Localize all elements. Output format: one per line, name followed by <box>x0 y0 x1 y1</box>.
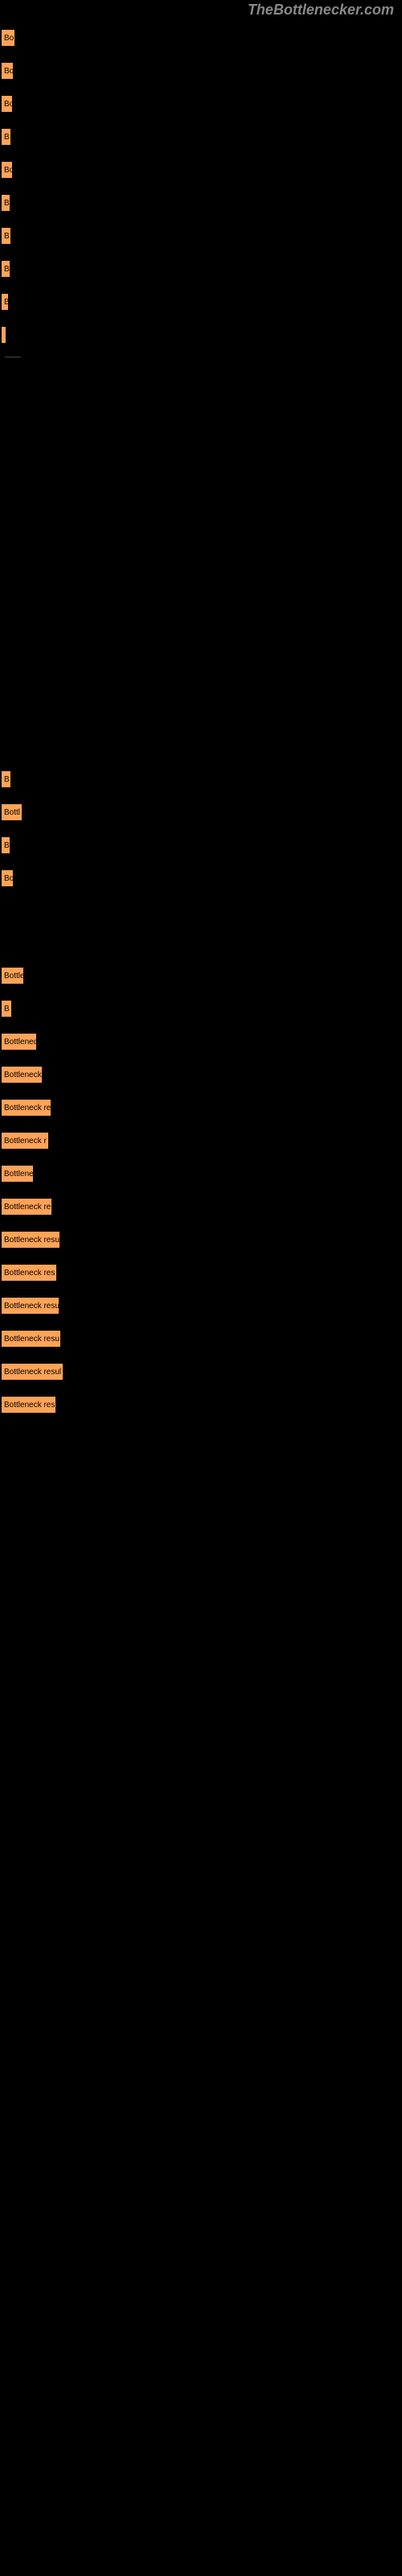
bar: Bottleneck res <box>0 1263 58 1282</box>
bar: Bottleneck resu <box>0 1230 61 1249</box>
bar-row: B <box>0 291 402 313</box>
bar: Bo <box>0 94 14 114</box>
bar-chart: BoBoBoBBoBBBBBBottlBBoBottleBBottlenecBo… <box>0 19 402 1435</box>
bar: Bottleneck r <box>0 1131 50 1150</box>
bar: Bottleneck <box>0 1065 43 1084</box>
bar: B <box>0 226 12 246</box>
bar: B <box>0 770 12 789</box>
bar: Bottleneck resul <box>0 1362 64 1381</box>
bar-row: Bo <box>0 60 402 82</box>
bar-row: B <box>0 997 402 1020</box>
brand-header: TheBottlenecker.com <box>0 0 402 19</box>
bar-row: Bottlenec <box>0 1030 402 1053</box>
spacer <box>0 365 402 768</box>
bar: Bottl <box>0 803 23 822</box>
bar-row: B <box>0 768 402 791</box>
bar-row: Bo <box>0 159 402 181</box>
bar-row: B <box>0 192 402 214</box>
bar-row: Bottleneck resu <box>0 1327 402 1350</box>
bar-row: Bottleneck <box>0 1063 402 1086</box>
bar-row: Bottleneck re <box>0 1195 402 1218</box>
bar: Bo <box>0 61 14 80</box>
bar: Bottlenec <box>0 1032 38 1051</box>
bar: B <box>0 259 11 279</box>
bar: B <box>0 193 11 213</box>
bar: Bo <box>0 869 14 888</box>
bar: Bottleneck re <box>0 1197 53 1216</box>
bar: B <box>0 999 13 1018</box>
bar-row: B <box>0 834 402 857</box>
bar-row: Bottleneck r <box>0 1129 402 1152</box>
bar <box>0 325 7 345</box>
bar-row: Bottl <box>0 801 402 824</box>
bar: Bo <box>0 28 16 47</box>
bar-row: Bottlene <box>0 1162 402 1185</box>
bar: B <box>0 292 10 312</box>
bar: Bottlene <box>0 1164 35 1183</box>
bar: B <box>0 127 12 147</box>
bar-row: Bottleneck re <box>0 1096 402 1119</box>
bar-row: Bottleneck resu <box>0 1294 402 1317</box>
bar-row: Bottleneck resul <box>0 1360 402 1383</box>
bar: Bottle <box>0 966 25 985</box>
bar-row: B <box>0 225 402 247</box>
bar-row: Bo <box>0 27 402 49</box>
bar-row: Bottleneck res <box>0 1393 402 1416</box>
bar: B <box>0 836 11 855</box>
bar: Bottleneck resu <box>0 1296 60 1315</box>
bar: Bo <box>0 160 14 180</box>
bar: Bottleneck re <box>0 1098 52 1117</box>
bar: Bottleneck resu <box>0 1329 62 1348</box>
bar: Bottleneck res <box>0 1395 57 1414</box>
bar-row <box>0 324 402 346</box>
spacer <box>0 900 402 964</box>
bar-row: Bo <box>0 867 402 890</box>
bar-row: B <box>0 126 402 148</box>
bar-row: Bottle <box>0 964 402 987</box>
bar-row: B <box>0 258 402 280</box>
bar-row: Bottleneck res <box>0 1261 402 1284</box>
bar-row: Bo <box>0 93 402 115</box>
bar-row: Bottleneck resu <box>0 1228 402 1251</box>
